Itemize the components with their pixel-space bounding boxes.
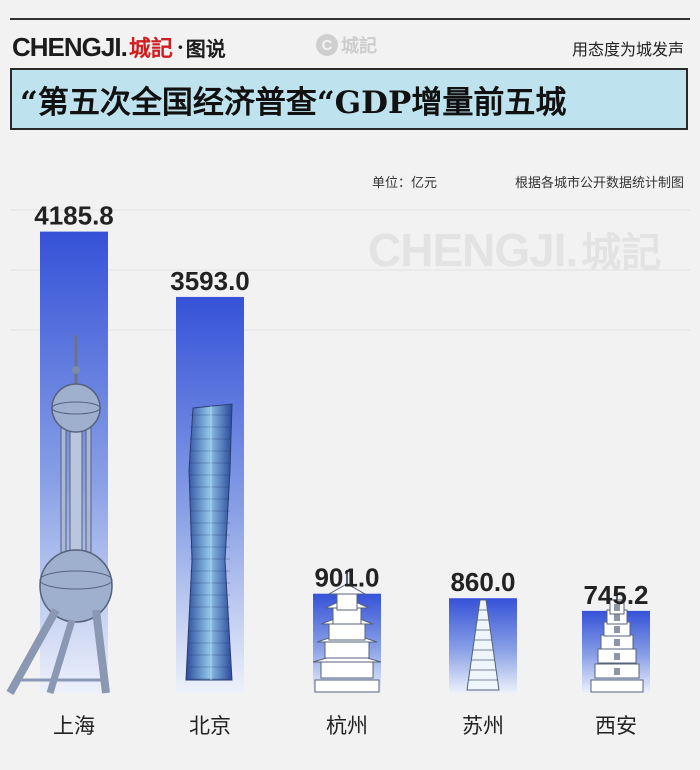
bar-chart: 4185.8 上海 3593.0 北京 901.0 杭州 860.0 苏州 745.2 西安: [6, 201, 690, 738]
citic-tower-icon: [185, 403, 233, 681]
grid-lines: [10, 209, 690, 331]
category-label: 杭州: [326, 714, 368, 738]
top-rule: [10, 18, 690, 20]
value-label: 3593.0: [170, 266, 250, 296]
labels-group: 4185.8 上海 3593.0 北京 901.0 杭州 860.0 苏州 745.2 西安: [34, 201, 648, 738]
watermark-text: 城記: [341, 36, 377, 57]
source-note: 根据各城市公开数据统计制图: [514, 176, 684, 191]
brand-separator: ·: [176, 35, 184, 59]
category-label: 北京: [189, 714, 231, 738]
brand-latin: CHENGJI.: [12, 31, 128, 62]
big-watermark-cn: 城記: [581, 229, 662, 276]
watermark-logo: C 城記: [316, 32, 377, 58]
category-label: 苏州: [462, 714, 504, 738]
leifeng-pagoda-icon: [312, 570, 382, 693]
value-label: 901.0: [314, 563, 379, 593]
value-label: 860.0: [450, 567, 515, 597]
value-label: 745.2: [583, 580, 648, 610]
brand-subtitle: 图说: [185, 36, 226, 61]
slogan: 用态度为城发声: [571, 40, 684, 59]
brand-logo: CHENGJI. 城記 · 图说: [12, 31, 226, 63]
watermark-circle-icon: C: [316, 34, 338, 56]
chart-title: “第五次全国经济普查“GDP增量前五城: [20, 84, 567, 121]
oriental-pearl-tower-icon: [6, 335, 113, 695]
category-label: 上海: [53, 714, 95, 738]
category-label: 西安: [595, 714, 637, 738]
big-watermark: CHENGJI. 城記: [368, 220, 661, 278]
title-banner: “第五次全国经济普查“GDP增量前五城: [10, 68, 688, 130]
value-label: 4185.8: [34, 201, 114, 231]
tiger-hill-pagoda-icon: [466, 599, 500, 691]
unit-label: 单位：亿元: [372, 176, 438, 191]
brand-cn: 城記: [128, 36, 173, 62]
landmarks-group: [6, 335, 644, 695]
big-watermark-latin: CHENGJI.: [368, 224, 578, 276]
wild-goose-pagoda-icon: [590, 588, 644, 693]
